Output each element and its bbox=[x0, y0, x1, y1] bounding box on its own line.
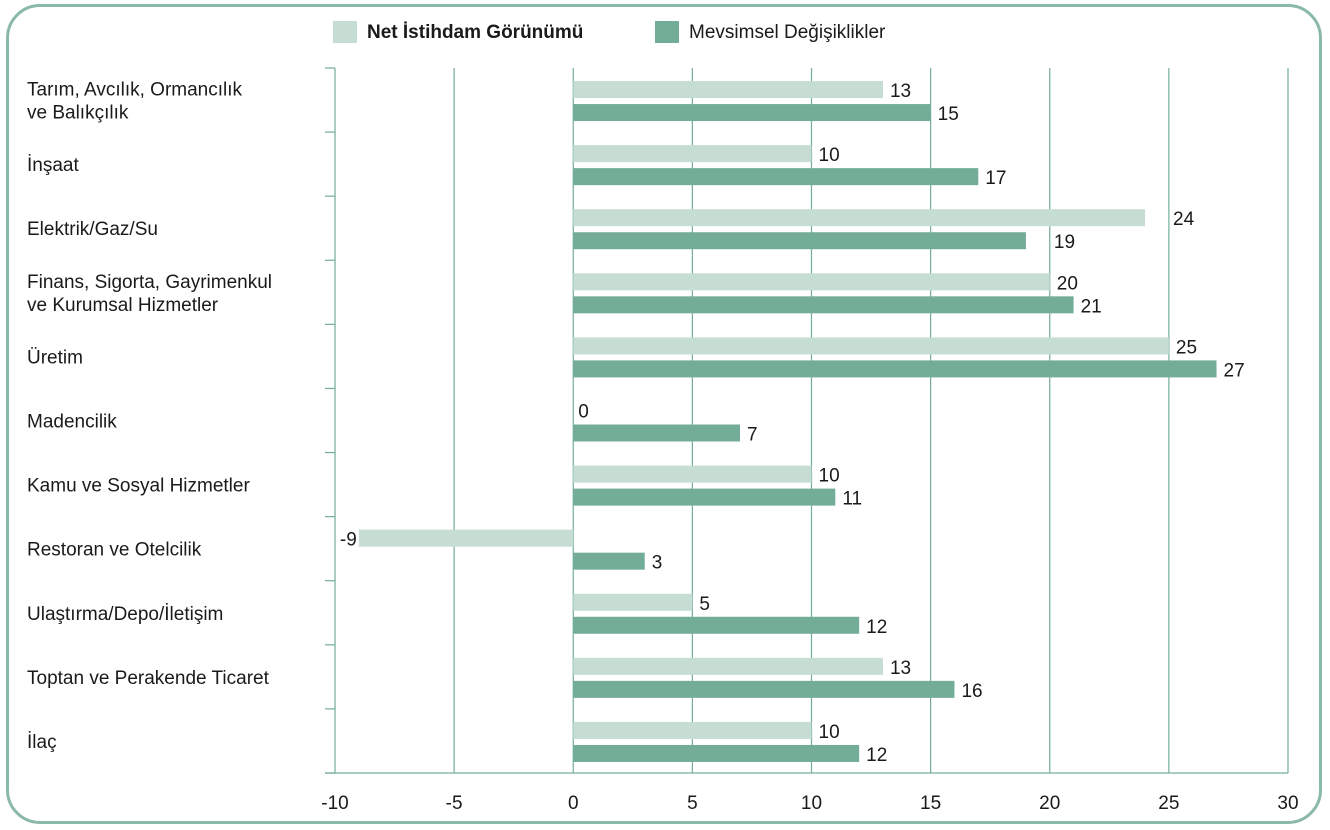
category-label: Kamu ve Sosyal Hizmetler bbox=[27, 476, 250, 497]
bar-net-istihdam bbox=[573, 209, 1146, 227]
data-label: 0 bbox=[578, 402, 589, 423]
bar-mevsimsel bbox=[573, 744, 860, 762]
x-tick-label: 15 bbox=[920, 793, 941, 814]
category-label: Tarım, Avcılık, Ormancılık bbox=[27, 80, 243, 101]
category-label: ve Balıkçılık bbox=[27, 103, 129, 124]
bar-mevsimsel bbox=[573, 552, 645, 570]
bar-mevsimsel bbox=[573, 168, 979, 186]
x-tick-label: 10 bbox=[801, 793, 822, 814]
data-label: 20 bbox=[1057, 273, 1078, 294]
data-label: 7 bbox=[747, 425, 758, 446]
bar-mevsimsel bbox=[573, 488, 836, 506]
data-label: -9 bbox=[340, 530, 357, 551]
x-tick-label: 30 bbox=[1277, 793, 1298, 814]
data-label: 11 bbox=[842, 489, 862, 510]
bar-net-istihdam bbox=[358, 529, 574, 547]
data-label: 25 bbox=[1176, 337, 1197, 358]
data-label: 12 bbox=[866, 617, 887, 638]
x-tick-label: 25 bbox=[1158, 793, 1179, 814]
category-label: Ulaştırma/Depo/İletişim bbox=[27, 604, 223, 625]
data-label: 12 bbox=[866, 745, 887, 766]
bar-mevsimsel bbox=[573, 360, 1217, 378]
category-label: İlaç bbox=[27, 732, 57, 753]
category-label: Madencilik bbox=[27, 412, 117, 433]
data-label: 10 bbox=[819, 145, 840, 166]
data-label: 27 bbox=[1224, 360, 1245, 381]
legend-label: Mevsimsel Değişiklikler bbox=[689, 22, 886, 43]
bar-net-istihdam bbox=[573, 657, 883, 675]
category-label: Elektrik/Gaz/Su bbox=[27, 219, 158, 240]
category-label: İnşaat bbox=[27, 155, 79, 176]
data-label: 16 bbox=[961, 681, 982, 702]
data-label: 10 bbox=[819, 722, 840, 743]
category-label: Restoran ve Otelcilik bbox=[27, 540, 202, 561]
x-tick-label: 0 bbox=[568, 793, 579, 814]
category-label: Finans, Sigorta, Gayrimenkul bbox=[27, 272, 272, 293]
data-label: 15 bbox=[938, 104, 959, 125]
bar-mevsimsel bbox=[573, 232, 1026, 250]
category-label: Üretim bbox=[27, 347, 83, 368]
bar-mevsimsel bbox=[573, 680, 955, 698]
bar-net-istihdam bbox=[573, 721, 812, 739]
x-tick-label: 5 bbox=[687, 793, 698, 814]
bar-mevsimsel bbox=[573, 104, 931, 122]
category-label: ve Kurumsal Hizmetler bbox=[27, 295, 219, 316]
bar-net-istihdam bbox=[573, 337, 1169, 355]
bar-net-istihdam bbox=[573, 145, 812, 163]
data-label: 17 bbox=[985, 168, 1006, 189]
data-label: 13 bbox=[890, 81, 911, 102]
legend-swatch bbox=[333, 21, 357, 43]
bar-mevsimsel bbox=[573, 616, 860, 634]
data-label: 5 bbox=[699, 594, 710, 615]
bar-net-istihdam bbox=[573, 465, 812, 483]
bar-mevsimsel bbox=[573, 296, 1074, 314]
x-tick-label: -10 bbox=[321, 793, 348, 814]
x-tick-label: 20 bbox=[1039, 793, 1060, 814]
bar-net-istihdam bbox=[573, 81, 883, 99]
bar-net-istihdam bbox=[573, 273, 1050, 291]
chart-frame bbox=[6, 4, 1322, 824]
data-label: 21 bbox=[1081, 296, 1102, 317]
data-label: 3 bbox=[652, 553, 663, 574]
bar-net-istihdam bbox=[573, 593, 693, 611]
legend-swatch bbox=[655, 21, 679, 43]
data-label: 19 bbox=[1054, 232, 1075, 253]
category-label: Toptan ve Perakende Ticaret bbox=[27, 668, 270, 689]
data-label: 13 bbox=[890, 658, 911, 679]
legend-label: Net İstihdam Görünümü bbox=[367, 22, 583, 43]
bar-mevsimsel bbox=[573, 424, 741, 442]
data-label: 24 bbox=[1173, 209, 1195, 230]
x-tick-label: -5 bbox=[446, 793, 463, 814]
data-label: 10 bbox=[819, 466, 840, 487]
